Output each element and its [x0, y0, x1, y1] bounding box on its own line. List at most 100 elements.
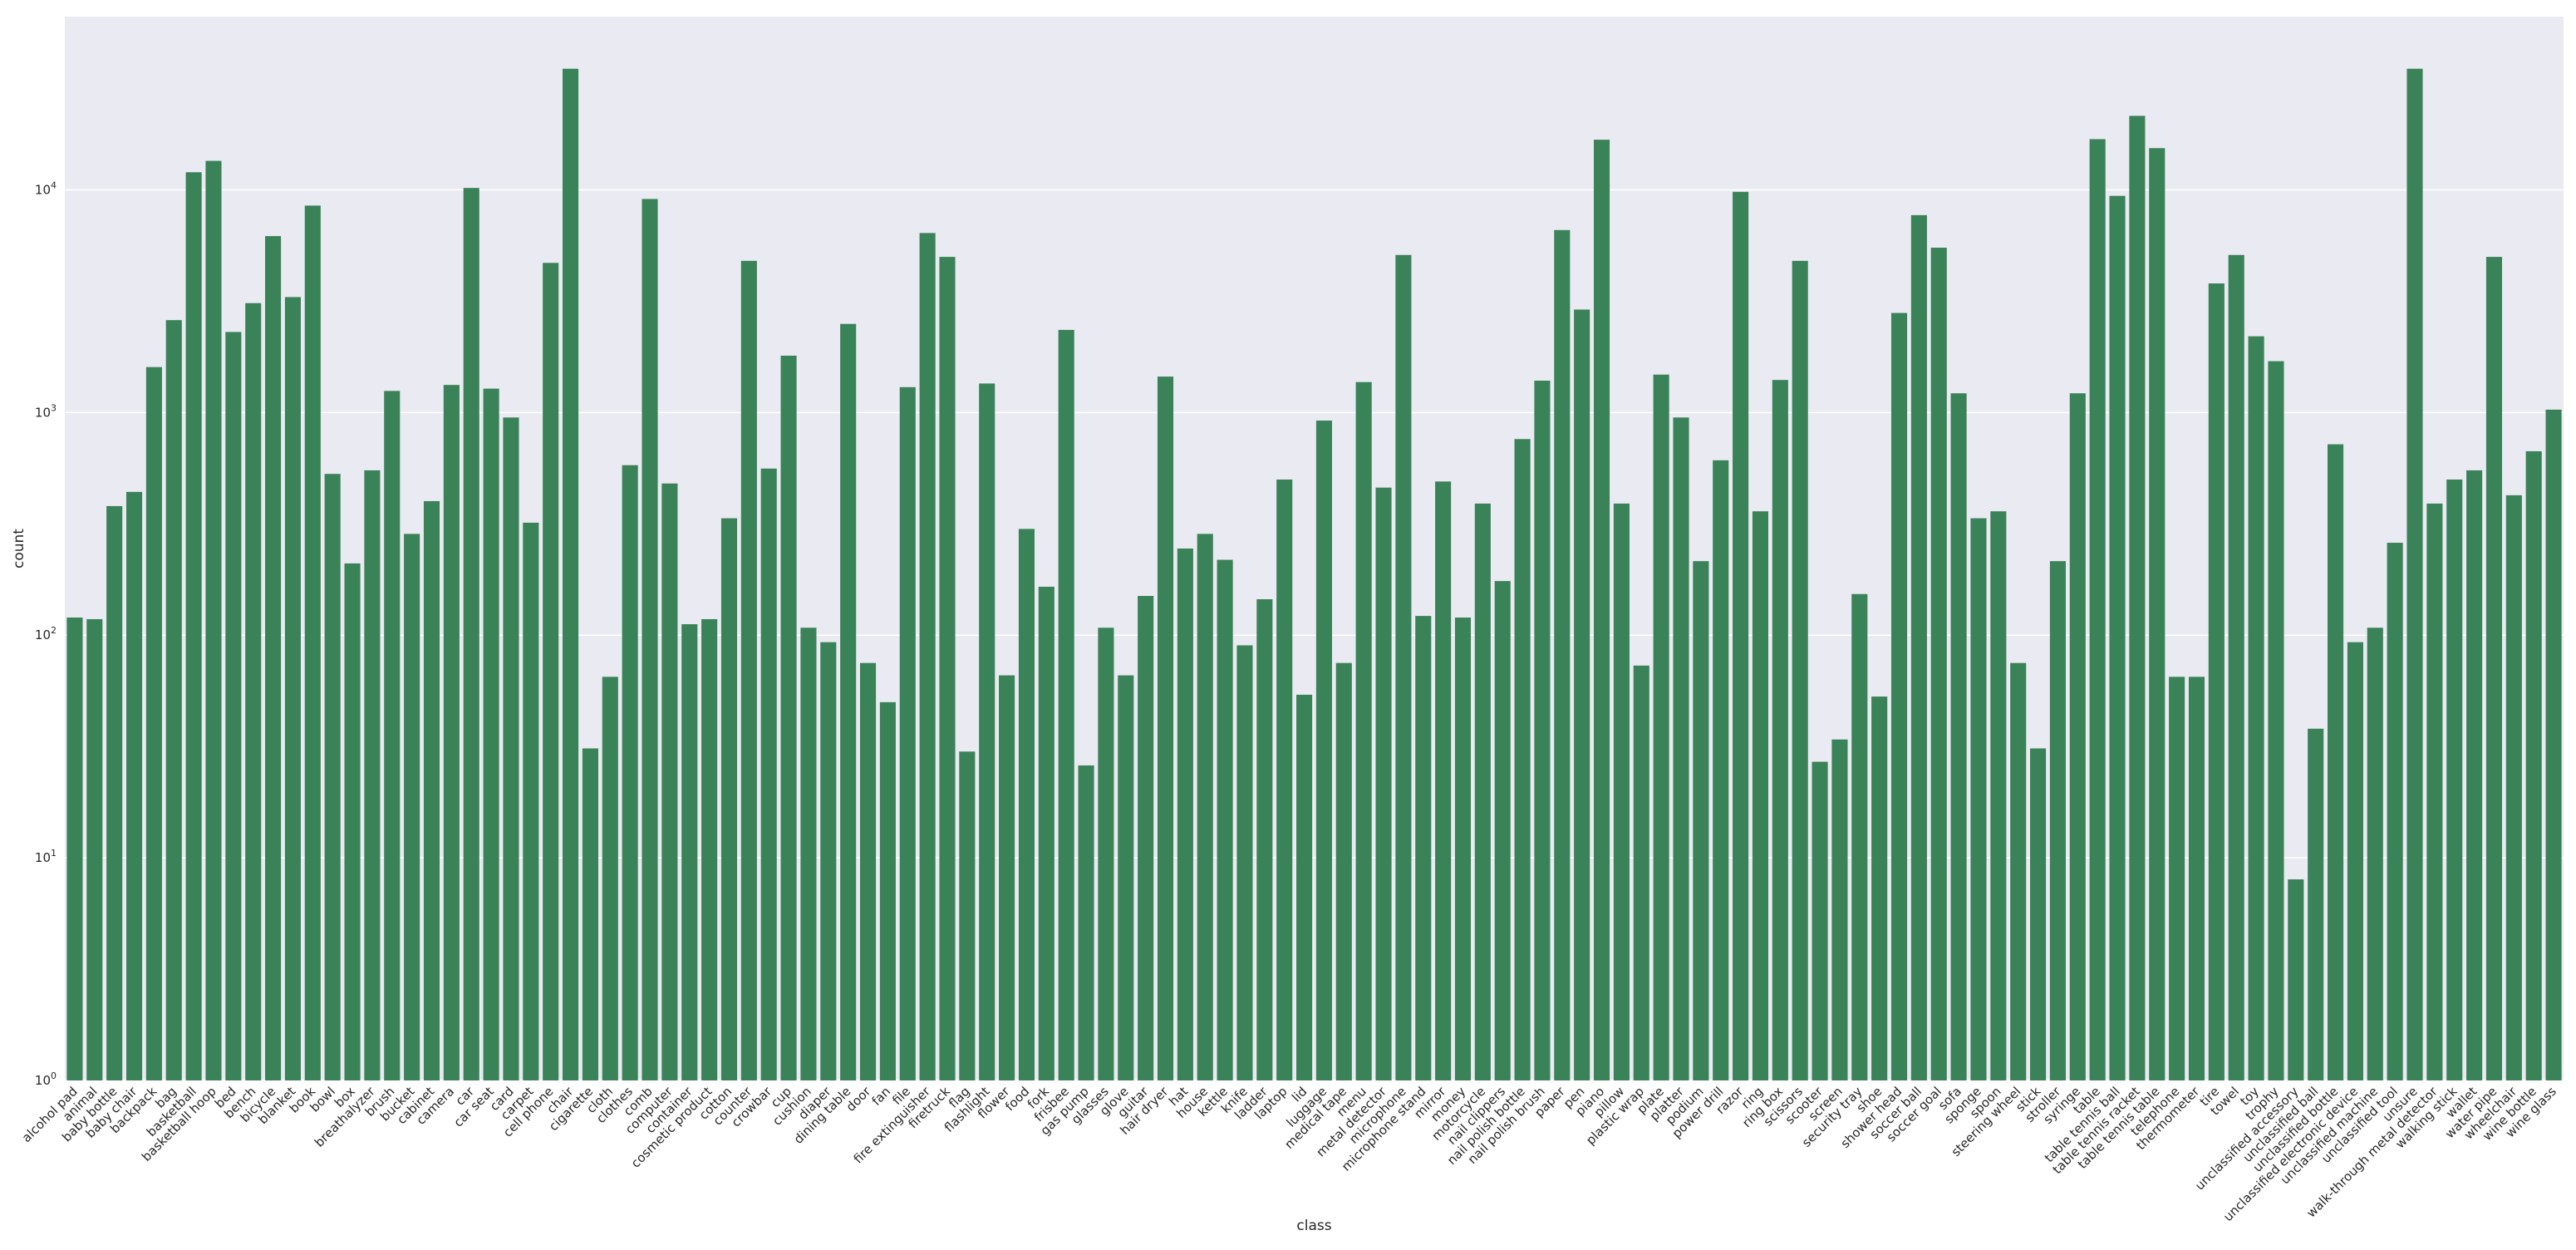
bar-soccer-goal — [1930, 248, 1947, 1081]
bar-mirror — [1435, 481, 1452, 1080]
y-tick-label: 102 — [35, 625, 57, 642]
bar-fan — [879, 701, 896, 1080]
bar-carpet — [523, 522, 539, 1080]
bar-dining-table — [840, 323, 857, 1080]
bar-bag — [165, 320, 182, 1080]
bar-house — [1197, 534, 1213, 1080]
bar-crowbar — [760, 468, 777, 1080]
bar-power-drill — [1713, 460, 1729, 1080]
bar-walking-stick — [2446, 479, 2463, 1080]
bar-frisbee — [1058, 329, 1074, 1080]
bar-cigarette — [582, 748, 598, 1080]
bar-metal-detector — [1375, 487, 1392, 1080]
bar-spoon — [1990, 511, 2007, 1080]
bar-baby-chair — [125, 491, 143, 1080]
bar-animal — [86, 618, 103, 1080]
bar-unclassified-bottle — [2328, 444, 2344, 1080]
bar-wallet — [2466, 470, 2483, 1080]
bar-menu — [1355, 381, 1372, 1080]
bar-basketball — [185, 172, 202, 1081]
bars — [66, 68, 2562, 1081]
bar-scissors — [1792, 260, 1808, 1080]
bar-trophy — [2268, 361, 2284, 1080]
bar-piano — [1593, 140, 1610, 1081]
bar-tire — [2208, 283, 2225, 1080]
bar-box — [344, 563, 361, 1080]
bar-motorcycle — [1474, 503, 1491, 1080]
y-tick-label: 100 — [35, 1070, 57, 1088]
bar-platter — [1673, 417, 1689, 1080]
bar-security-tray — [1851, 593, 1868, 1080]
bar-lid — [1296, 694, 1313, 1080]
bar-cup — [780, 355, 797, 1080]
bar-computer — [661, 483, 678, 1080]
bar-scooter — [1812, 761, 1828, 1080]
bar-steering-wheel — [2010, 662, 2027, 1080]
bar-unclassified-tool — [2387, 543, 2403, 1080]
bar-nail-clippers — [1494, 581, 1511, 1080]
bar-counter — [740, 260, 757, 1080]
bar-table-tennis-table — [2149, 148, 2166, 1080]
bar-hat — [1177, 548, 1193, 1080]
bar-luggage — [1315, 421, 1332, 1081]
bar-table-tennis-racket — [2129, 116, 2146, 1080]
bar-cloth — [602, 677, 618, 1080]
bar-pen — [1574, 309, 1590, 1080]
bar-wine-glass — [2545, 409, 2562, 1081]
bar-paper — [1554, 229, 1571, 1081]
bar-basketball-hoop — [205, 160, 222, 1080]
bar-sponge — [1970, 518, 1987, 1080]
bar-shoe — [1871, 696, 1888, 1080]
bar-pillow — [1613, 503, 1630, 1080]
y-tick-label: 101 — [35, 848, 57, 865]
bar-thermometer — [2188, 677, 2205, 1080]
y-axis-ticks: 100 101 102 103 104 — [35, 180, 57, 1088]
bar-water-pipe — [2485, 257, 2503, 1080]
bar-plate — [1653, 374, 1669, 1080]
bar-bench — [245, 303, 262, 1080]
bar-breathalyzer — [364, 470, 381, 1080]
bar-unclassified-accessory — [2288, 879, 2304, 1080]
bar-alcohol-pad — [66, 618, 83, 1080]
bar-bicycle — [265, 236, 282, 1080]
bar-brush — [384, 391, 401, 1080]
bar-nail-polish-bottle — [1514, 439, 1531, 1080]
bar-door — [859, 662, 877, 1080]
bar-container — [681, 624, 698, 1080]
bar-microphone-stand — [1415, 616, 1432, 1080]
bar-car — [463, 188, 479, 1081]
bar-podium — [1693, 561, 1709, 1080]
bar-table-tennis-ball — [2109, 195, 2126, 1080]
bar-cabinet — [423, 500, 440, 1080]
gridlines — [65, 189, 2564, 1081]
bar-glasses — [1098, 627, 1114, 1080]
bar-soccer-ball — [1910, 214, 1927, 1080]
y-tick-label: 103 — [35, 402, 57, 420]
bar-money — [1454, 618, 1472, 1080]
bar-kettle — [1217, 559, 1233, 1080]
bar-ladder — [1256, 598, 1273, 1080]
bar-bed — [225, 332, 242, 1080]
bar-cosmetic-product — [701, 618, 718, 1080]
bar-unclassified-ball — [2308, 728, 2324, 1080]
bar-bowl — [324, 474, 341, 1080]
bar-wine-bottle — [2525, 450, 2542, 1080]
bar-chair — [563, 68, 579, 1080]
bar-stroller — [2049, 561, 2066, 1080]
y-axis-label: count — [11, 529, 27, 568]
bar-wheelchair — [2505, 495, 2522, 1080]
y-tick-label: 104 — [35, 180, 57, 197]
bar-flower — [999, 675, 1015, 1080]
bar-file — [899, 386, 916, 1080]
bar-microphone — [1395, 254, 1412, 1081]
bar-firetruck — [939, 257, 956, 1080]
bar-walk-through-metal-detector — [2426, 503, 2443, 1080]
bar-guitar — [1138, 596, 1154, 1080]
bar-fire-extinguisher — [919, 233, 936, 1080]
bar-unclassified-electronic-device — [2347, 642, 2363, 1080]
bar-camera — [443, 385, 460, 1080]
bar-comb — [642, 199, 658, 1080]
